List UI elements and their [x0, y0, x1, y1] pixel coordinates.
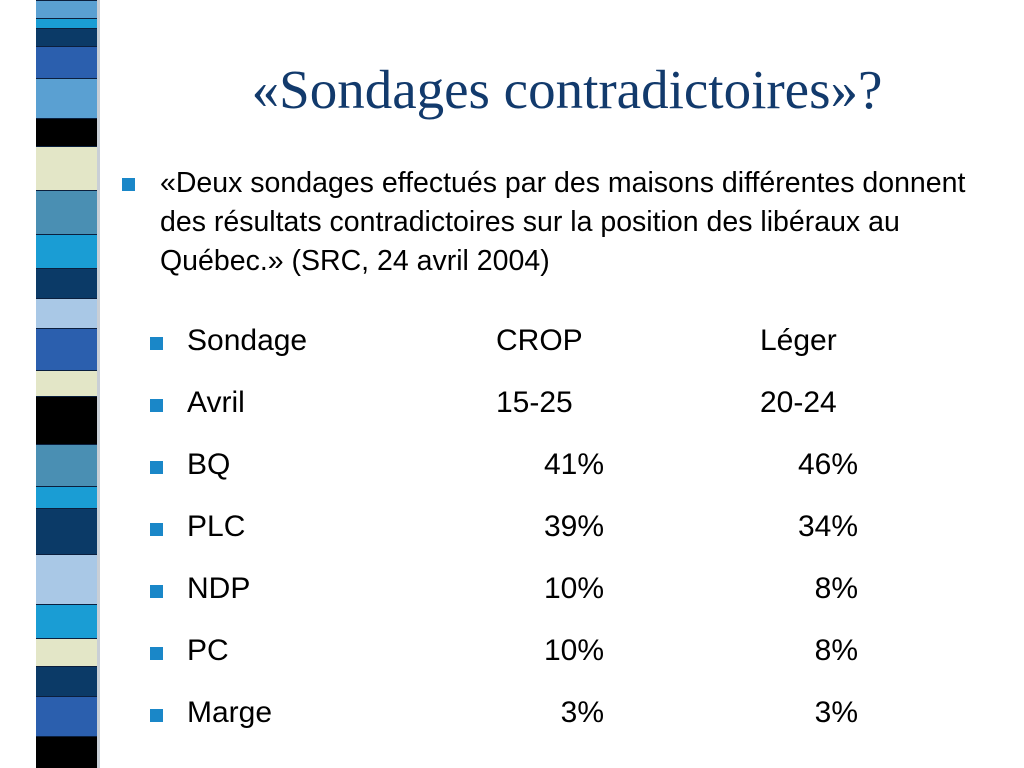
- square-bullet-icon: [150, 585, 163, 598]
- stripe-segment: [36, 46, 97, 78]
- row-label: Sondage: [187, 324, 308, 357]
- stripe-segment: [36, 604, 97, 638]
- table-row: Marge 3% 3%: [150, 694, 910, 756]
- stripe-segment: [36, 190, 97, 234]
- square-bullet-icon: [122, 178, 135, 191]
- stripe-segment: [36, 298, 97, 328]
- quote-bullet-item: «Deux sondages effectués par des maisons…: [122, 164, 1012, 281]
- square-bullet-icon: [150, 461, 163, 474]
- poll-table: Sondage CROP Léger Avril 15-25 20-24 BQ …: [150, 322, 910, 756]
- table-row: PLC 39% 34%: [150, 508, 910, 570]
- stripe-segment: [36, 736, 97, 768]
- quote-text: «Deux sondages effectués par des maisons…: [160, 167, 966, 277]
- square-bullet-icon: [150, 399, 163, 412]
- row-label: PC: [187, 634, 229, 667]
- table-row: Sondage CROP Léger: [150, 322, 910, 384]
- stripe-segment: [36, 666, 97, 696]
- stripe-segment: [36, 696, 97, 736]
- crop-value: 10%: [543, 634, 604, 667]
- table-row: BQ 41% 46%: [150, 446, 910, 508]
- stripe-segment: [36, 18, 97, 28]
- crop-column-header: CROP: [496, 324, 583, 357]
- square-bullet-icon: [150, 647, 163, 660]
- stripe-shadow: [97, 0, 100, 768]
- stripe-segment: [36, 234, 97, 268]
- square-bullet-icon: [150, 337, 163, 350]
- leger-value: 8%: [814, 634, 858, 667]
- crop-dates: 15-25: [496, 386, 573, 419]
- stripe-segment: [36, 554, 97, 604]
- row-label: Marge: [187, 696, 273, 729]
- crop-value: 41%: [543, 448, 604, 481]
- leger-dates: 20-24: [760, 386, 837, 419]
- stripe-segment: [36, 638, 97, 666]
- stripe-segment: [36, 370, 97, 396]
- stripe-segment: [36, 78, 97, 118]
- stripe-segment: [36, 486, 97, 508]
- row-label: NDP: [187, 572, 251, 605]
- leger-value: 8%: [814, 572, 858, 605]
- stripe-segment: [36, 146, 97, 190]
- table-row: Avril 15-25 20-24: [150, 384, 910, 446]
- stripe-segment: [36, 268, 97, 298]
- crop-value: 3%: [560, 696, 604, 729]
- stripe-segment: [36, 508, 97, 554]
- stripe-segment: [36, 444, 97, 486]
- square-bullet-icon: [150, 709, 163, 722]
- stripe-segment: [36, 28, 97, 46]
- leger-value: 46%: [797, 448, 858, 481]
- leger-column-header: Léger: [760, 324, 837, 357]
- crop-value: 10%: [543, 572, 604, 605]
- slide-title: «Sondages contradictoires»?: [251, 59, 883, 120]
- crop-value: 39%: [543, 510, 604, 543]
- row-label: PLC: [187, 510, 246, 543]
- stripe-segment: [36, 118, 97, 146]
- leger-value: 34%: [797, 510, 858, 543]
- row-label: BQ: [187, 448, 231, 481]
- table-row: PC 10% 8%: [150, 632, 910, 694]
- stripe-segment: [36, 396, 97, 444]
- square-bullet-icon: [150, 523, 163, 536]
- decorative-stripe-border: [36, 0, 97, 768]
- table-row: NDP 10% 8%: [150, 570, 910, 632]
- leger-value: 3%: [814, 696, 858, 729]
- stripe-segment: [36, 328, 97, 370]
- row-label: Avril: [187, 386, 245, 419]
- stripe-segment: [36, 0, 97, 18]
